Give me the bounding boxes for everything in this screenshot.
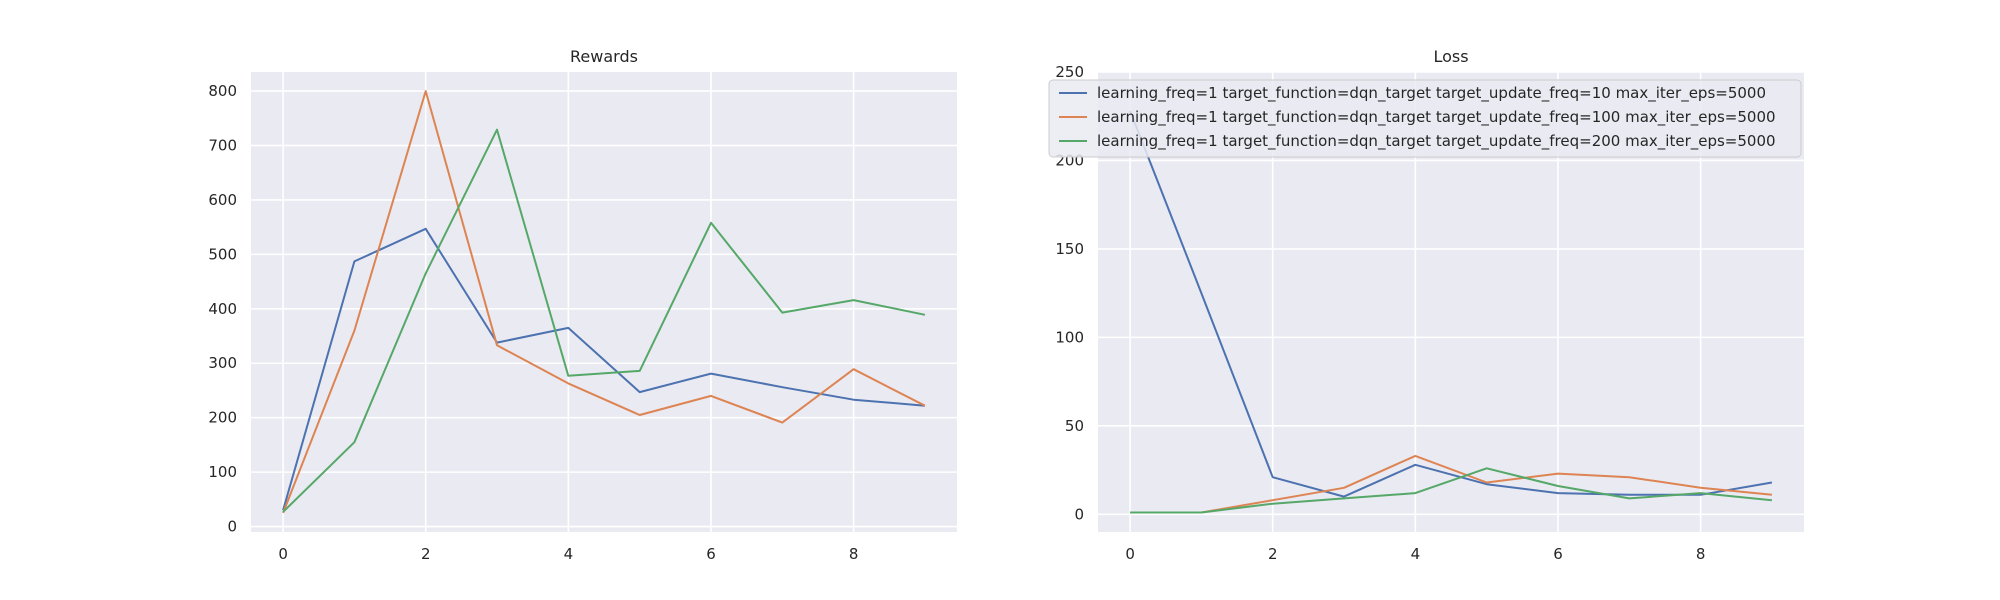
- loss-series: [1129, 110, 1773, 514]
- loss-x-tick-label: 0: [1125, 545, 1135, 563]
- loss-x-tick-label: 2: [1268, 545, 1278, 563]
- loss-x-tick-label: 4: [1411, 545, 1421, 563]
- rewards-series-line-2: [282, 90, 926, 514]
- legend-entry-1: learning_freq=1 target_function=dqn_targ…: [1097, 84, 1766, 103]
- rewards-x-tick-label: 8: [849, 545, 859, 563]
- loss-y-tick-label: 250: [1055, 63, 1084, 81]
- rewards-y-tick-label: 500: [208, 245, 237, 263]
- rewards-y-tick-label: 100: [208, 463, 237, 481]
- legend-box: [1048, 79, 1802, 158]
- legend-items: learning_freq=1 target_function=dqn_targ…: [1059, 84, 1776, 151]
- rewards-series: [282, 90, 926, 514]
- rewards-tick-labels: 0 2 4 6 8 0 100 200 300 400 500 600 700 800: [208, 82, 858, 563]
- rewards-y-tick-label: 300: [208, 354, 237, 372]
- rewards-y-tick-label: 400: [208, 300, 237, 318]
- rewards-series-line-3: [282, 128, 926, 513]
- rewards-y-tick-label: 800: [208, 82, 237, 100]
- legend-entry-2: learning_freq=1 target_function=dqn_targ…: [1097, 108, 1776, 127]
- rewards-x-tick-label: 2: [421, 545, 431, 563]
- loss-y-tick-label: 150: [1055, 240, 1084, 258]
- loss-series-line-2: [1130, 454, 1772, 514]
- rewards-y-tick-label: 600: [208, 191, 237, 209]
- legend-entry-3: learning_freq=1 target_function=dqn_targ…: [1097, 132, 1776, 151]
- rewards-x-tick-label: 4: [564, 545, 574, 563]
- loss-y-tick-label: 0: [1074, 505, 1084, 523]
- rewards-y-tick-label: 700: [208, 136, 237, 154]
- rewards-panel: 0 2 4 6 8 0 100 200 300 400 500 600 700 800 Rewards: [208, 47, 957, 563]
- rewards-y-tick-label: 0: [227, 518, 237, 536]
- rewards-series-line-1: [282, 227, 925, 511]
- loss-x-tick-label: 8: [1696, 545, 1706, 563]
- rewards-plot-area: [251, 72, 957, 532]
- rewards-y-tick-label: 200: [208, 409, 237, 427]
- legend: learning_freq=1 target_function=dqn_targ…: [1048, 79, 1802, 158]
- rewards-x-tick-label: 0: [278, 545, 288, 563]
- loss-y-tick-label: 100: [1055, 328, 1084, 346]
- rewards-title: Rewards: [570, 47, 638, 66]
- loss-title: Loss: [1433, 47, 1468, 66]
- loss-y-tick-label: 50: [1065, 417, 1084, 435]
- loss-series-line-3: [1130, 467, 1772, 514]
- rewards-x-tick-label: 6: [706, 545, 716, 563]
- loss-x-tick-label: 6: [1553, 545, 1563, 563]
